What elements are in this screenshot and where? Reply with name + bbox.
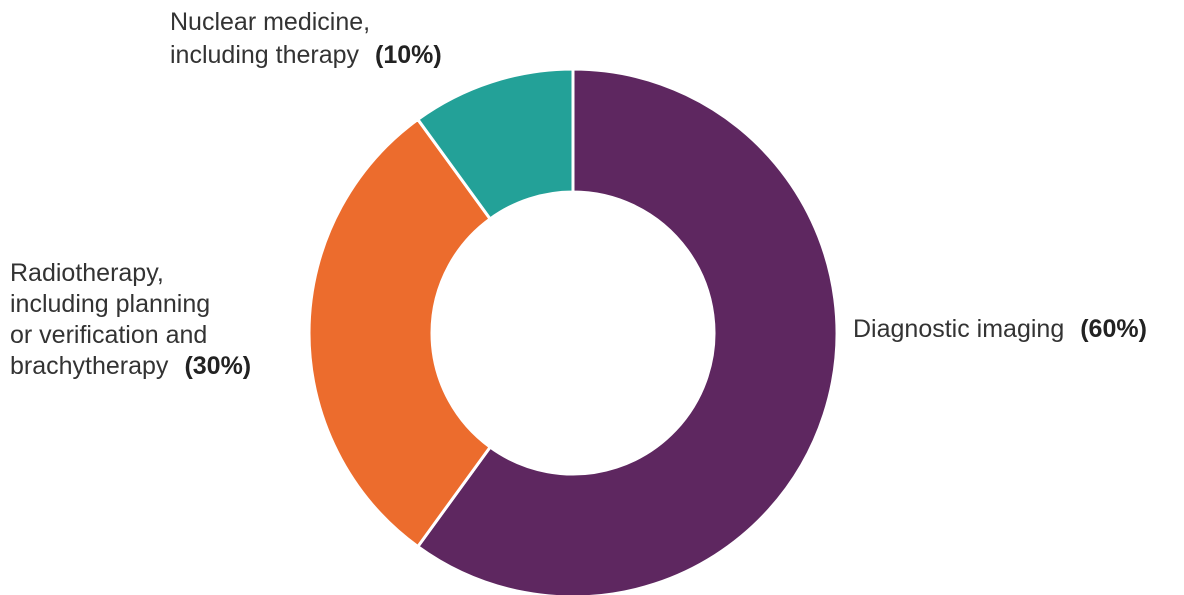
label-radiotherapy-line-3: or verification and [10,321,207,349]
label-radiotherapy-line-1: Radiotherapy, [10,259,164,287]
label-radiotherapy-percent: (30%) [184,352,251,380]
slice-radiotherapy [307,117,493,549]
donut-slices [307,67,839,595]
label-nuclear-medicine-percent: (10%) [375,41,442,69]
label-radiotherapy-line-2: including planning [10,290,210,318]
slice-diagnostic-imaging [415,67,839,595]
label-diagnostic-imaging-line-1: Diagnostic imaging [853,315,1064,343]
donut-labels: Diagnostic imaging (60%) Radiotherapy, incl… [10,8,1147,380]
label-radiotherapy: Radiotherapy, including planning or verifi… [10,259,251,380]
label-nuclear-medicine-line-2: including therapy [170,41,360,69]
slice-nuclear-medicine [415,67,575,222]
label-nuclear-medicine: Nuclear medicine, including therapy (10%) [170,8,442,69]
label-diagnostic-imaging-percent: (60%) [1080,315,1147,343]
label-radiotherapy-line-4: brachytherapy [10,352,169,380]
label-diagnostic-imaging: Diagnostic imaging (60%) [853,315,1147,343]
label-nuclear-medicine-line-1: Nuclear medicine, [170,8,370,36]
